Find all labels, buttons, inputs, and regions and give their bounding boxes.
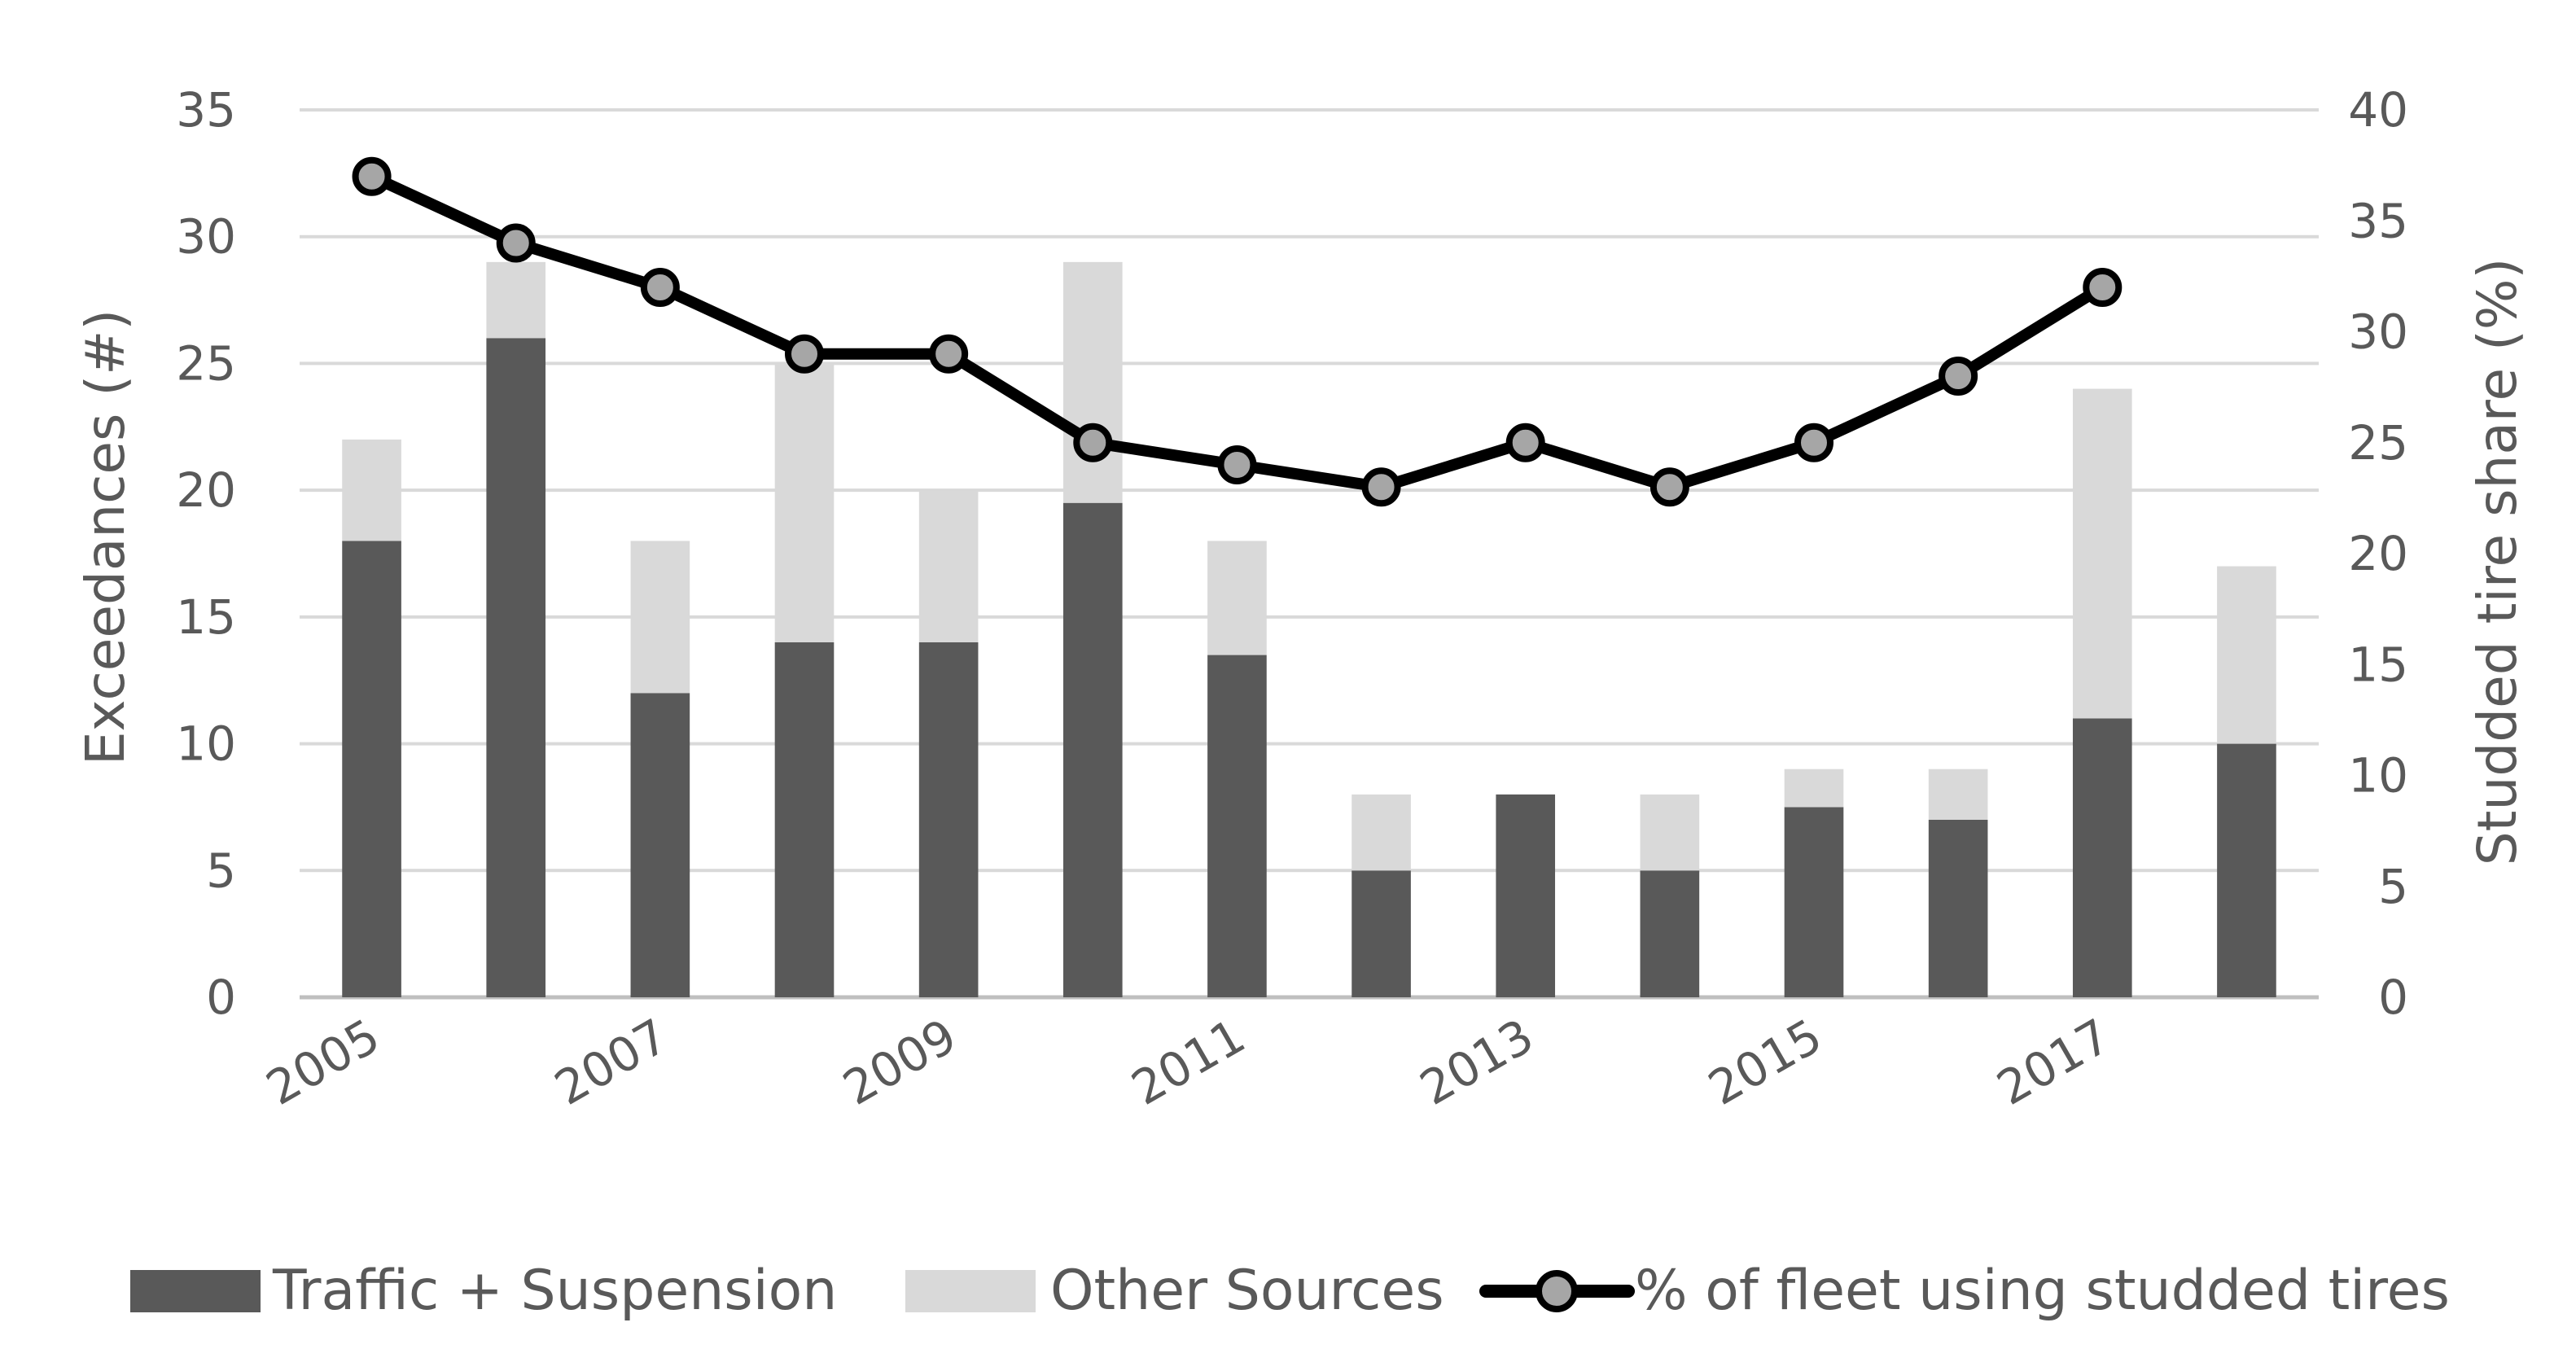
bar-traffic-2009 [918, 642, 979, 997]
y-left-axis-title: Exceedances (#) [74, 309, 137, 765]
y-right-tick-label: 5 [2378, 859, 2408, 914]
y-left-axis: 0 5 10 15 20 25 30 35 [176, 82, 236, 1025]
y-right-tick-label: 40 [2348, 82, 2408, 138]
bar-other-2009 [918, 490, 979, 642]
line-point-2014 [1649, 467, 1689, 507]
bar-traffic-2006 [486, 338, 546, 997]
bar-traffic-2011 [1207, 655, 1267, 997]
y-right-tick-label: 0 [2378, 970, 2408, 1025]
legend-label-other: Other Sources [1050, 1259, 1444, 1323]
legend-swatch-other [905, 1270, 1036, 1312]
y-left-tick-label: 10 [176, 716, 236, 772]
line-point-2017 [2083, 268, 2123, 307]
bar-traffic-2014 [1640, 870, 1700, 997]
legend-label-studded: % of fleet using studded tires [1635, 1259, 2450, 1323]
y-left-tick-label: 20 [176, 462, 236, 518]
bar-traffic-2017 [2072, 718, 2132, 997]
y-right-tick-label: 15 [2348, 637, 2408, 692]
bar-other-2005 [342, 439, 401, 541]
bar-other-2012 [1352, 794, 1411, 871]
y-left-tick-label: 15 [176, 589, 236, 645]
y-left-tick-label: 35 [176, 82, 236, 138]
line-point-2010 [1073, 423, 1113, 462]
gridlines [300, 108, 2319, 1000]
line-series [352, 156, 2123, 507]
y-right-axis-title: Studded tire share (%) [2466, 258, 2529, 866]
line-point-2007 [640, 268, 680, 307]
line-point-2016 [1939, 357, 1978, 396]
y-right-tick-label: 10 [2348, 748, 2408, 804]
bar-traffic-2010 [1062, 502, 1123, 997]
x-tick-label: 2005 [257, 1008, 389, 1116]
bar-other-2010 [1062, 261, 1123, 503]
bar-traffic-2007 [630, 693, 690, 997]
bar-other-2014 [1640, 794, 1700, 871]
x-tick-label: 2015 [1699, 1008, 1831, 1116]
y-right-tick-label: 30 [2348, 304, 2408, 360]
bars [342, 261, 2276, 997]
line-point-2005 [352, 156, 392, 196]
y-right-tick-label: 20 [2348, 526, 2408, 581]
y-right-axis: 0 5 10 15 20 25 30 35 40 [2348, 82, 2408, 1025]
x-tick-label: 2011 [1123, 1008, 1255, 1116]
bar-traffic-2016 [1928, 820, 1988, 997]
bar-other-2008 [774, 363, 835, 642]
line-studded-share [369, 171, 2105, 493]
line-point-2013 [1505, 423, 1545, 462]
y-left-tick-label: 0 [206, 970, 236, 1025]
line-point-2008 [785, 334, 824, 374]
bar-other-2016 [1928, 769, 1988, 820]
x-tick-label: 2007 [545, 1008, 677, 1116]
x-axis: 2005 2007 2009 2011 2013 2015 2017 [257, 1008, 2120, 1116]
bar-traffic-2012 [1352, 870, 1411, 997]
y-right-tick-label: 35 [2348, 193, 2408, 248]
bar-other-2007 [630, 541, 690, 694]
legend-marker-studded [1536, 1270, 1578, 1312]
y-left-tick-label: 25 [176, 335, 236, 391]
legend-swatch-traffic [130, 1270, 261, 1312]
y-left-tick-label: 30 [176, 209, 236, 265]
x-tick-label: 2009 [834, 1008, 966, 1116]
bar-other-2011 [1207, 541, 1267, 655]
legend: Traffic + Suspension Other Sources % of … [130, 1259, 2450, 1323]
line-point-2006 [496, 223, 536, 263]
bar-traffic-2013 [1496, 794, 1556, 997]
bar-other-2015 [1784, 769, 1844, 808]
legend-label-traffic: Traffic + Suspension [272, 1259, 837, 1323]
x-tick-label: 2013 [1411, 1008, 1543, 1116]
line-point-2011 [1217, 445, 1257, 484]
x-tick-label: 2017 [1987, 1008, 2119, 1116]
line-point-2009 [929, 334, 969, 374]
bar-other-2018 [2217, 566, 2276, 744]
line-point-2015 [1794, 423, 1833, 462]
bar-traffic-2015 [1784, 807, 1844, 997]
bar-other-2006 [486, 261, 546, 339]
line-point-2012 [1361, 467, 1401, 507]
bar-other-2017 [2072, 388, 2132, 719]
bar-traffic-2005 [342, 541, 401, 997]
y-right-tick-label: 25 [2348, 415, 2408, 471]
y-left-tick-label: 5 [206, 843, 236, 898]
bar-traffic-2018 [2217, 743, 2276, 997]
bar-traffic-2008 [774, 642, 835, 997]
